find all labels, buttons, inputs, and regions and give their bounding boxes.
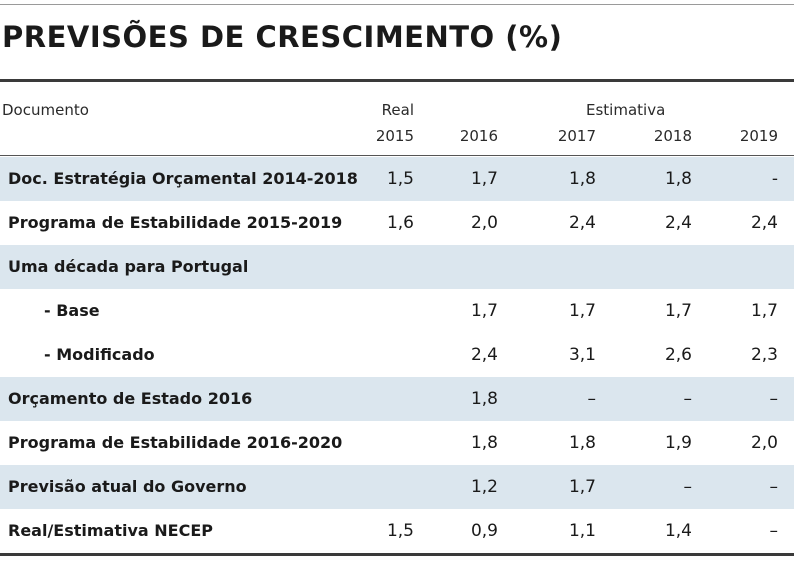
cell-2017 bbox=[536, 245, 596, 289]
header-bottom-rule bbox=[0, 155, 794, 156]
cell-2017: 3,1 bbox=[568, 345, 596, 365]
row-label: Orçamento de Estado 2016 bbox=[8, 389, 253, 408]
header-year-2015: 2015 bbox=[375, 127, 414, 145]
cell-2018 bbox=[632, 245, 692, 289]
cell-2018: 2,4 bbox=[664, 213, 692, 233]
cell-2015 bbox=[354, 465, 414, 509]
header-year-2016: 2016 bbox=[459, 127, 498, 145]
cell-2017: 1,7 bbox=[568, 477, 596, 497]
row-label: Programa de Estabilidade 2016-2020 bbox=[8, 433, 343, 452]
cell-2016: 1,7 bbox=[470, 169, 498, 189]
cell-2017: 1,1 bbox=[568, 521, 596, 541]
cell-2017: 2,4 bbox=[568, 213, 596, 233]
cell-2019: – bbox=[769, 389, 779, 409]
top-rule bbox=[0, 4, 794, 5]
row-label: - Base bbox=[44, 301, 100, 320]
table-bottom-rule bbox=[0, 553, 794, 556]
cell-2018: 1,9 bbox=[664, 433, 692, 453]
header-year-2019: 2019 bbox=[739, 127, 778, 145]
cell-2015 bbox=[354, 289, 414, 333]
cell-2016: 1,8 bbox=[470, 389, 498, 409]
cell-2017: 1,7 bbox=[568, 301, 596, 321]
cell-2015: 1,6 bbox=[386, 213, 414, 233]
cell-2015 bbox=[354, 333, 414, 377]
row-label: Doc. Estratégia Orçamental 2014-2018 bbox=[8, 169, 358, 188]
cell-2015 bbox=[354, 245, 414, 289]
cell-2016: 2,4 bbox=[470, 345, 498, 365]
cell-2016 bbox=[438, 245, 498, 289]
cell-2015: 1,5 bbox=[386, 169, 414, 189]
cell-2016: 2,0 bbox=[470, 213, 498, 233]
row-label: Real/Estimativa NECEP bbox=[8, 521, 213, 540]
cell-2018: 1,7 bbox=[664, 301, 692, 321]
cell-2019: 2,0 bbox=[750, 433, 778, 453]
cell-2018: 2,6 bbox=[664, 345, 692, 365]
cell-2015: 1,5 bbox=[386, 521, 414, 541]
cell-2016: 1,7 bbox=[470, 301, 498, 321]
cell-2017: – bbox=[587, 389, 597, 409]
cell-2018: – bbox=[683, 477, 693, 497]
table-row: - Modificado 2,4 3,1 2,6 2,3 bbox=[0, 333, 794, 377]
row-label: - Modificado bbox=[44, 345, 155, 364]
header-year-2017: 2017 bbox=[557, 127, 596, 145]
cell-2016: 1,8 bbox=[470, 433, 498, 453]
table-row: - Base 1,7 1,7 1,7 1,7 bbox=[0, 289, 794, 333]
table-row: Orçamento de Estado 2016 1,8 – – – bbox=[0, 377, 794, 421]
page-title: PREVISÕES DE CRESCIMENTO (%) bbox=[2, 20, 563, 54]
row-label: Uma década para Portugal bbox=[8, 257, 249, 276]
cell-2016: 1,2 bbox=[470, 477, 498, 497]
row-label: Programa de Estabilidade 2015-2019 bbox=[8, 213, 343, 232]
header-year-2018: 2018 bbox=[653, 127, 692, 145]
cell-2019: – bbox=[769, 521, 779, 541]
cell-2019: 1,7 bbox=[750, 301, 778, 321]
cell-2017: 1,8 bbox=[568, 169, 596, 189]
cell-2016: 0,9 bbox=[470, 521, 498, 541]
cell-2019 bbox=[718, 245, 778, 289]
table-row: Previsão atual do Governo 1,2 1,7 – – bbox=[0, 465, 794, 509]
cell-2015 bbox=[354, 377, 414, 421]
cell-2018: – bbox=[683, 389, 693, 409]
header-top-rule bbox=[0, 79, 794, 82]
row-label: Previsão atual do Governo bbox=[8, 477, 247, 496]
cell-2019: – bbox=[769, 477, 779, 497]
table-row: Programa de Estabilidade 2015-2019 1,6 2… bbox=[0, 201, 794, 245]
cell-2018: 1,8 bbox=[664, 169, 692, 189]
header-real: Real bbox=[381, 101, 414, 119]
cell-2019: 2,3 bbox=[750, 345, 778, 365]
cell-2019: 2,4 bbox=[750, 213, 778, 233]
cell-2017: 1,8 bbox=[568, 433, 596, 453]
table-row: Programa de Estabilidade 2016-2020 1,8 1… bbox=[0, 421, 794, 465]
header-estimativa: Estimativa bbox=[586, 101, 666, 119]
table-row: Real/Estimativa NECEP 1,5 0,9 1,1 1,4 – bbox=[0, 509, 794, 553]
cell-2015 bbox=[354, 421, 414, 465]
cell-2019: - bbox=[771, 169, 778, 189]
cell-2018: 1,4 bbox=[664, 521, 692, 541]
header-document: Documento bbox=[2, 101, 89, 119]
table-row: Uma década para Portugal bbox=[0, 245, 794, 289]
table-row: Doc. Estratégia Orçamental 2014-2018 1,5… bbox=[0, 157, 794, 201]
